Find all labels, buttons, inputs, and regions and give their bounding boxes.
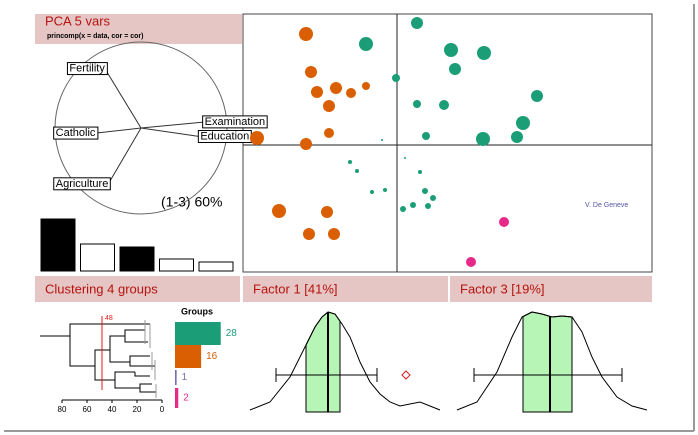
subtitle: princomp(x = data, cor = cor) bbox=[47, 33, 143, 40]
point bbox=[422, 188, 428, 194]
density-curve bbox=[456, 311, 648, 411]
point bbox=[511, 131, 523, 143]
x-tick-label: 80 bbox=[58, 405, 67, 414]
point bbox=[422, 132, 430, 140]
bar bbox=[175, 388, 179, 408]
point bbox=[444, 43, 458, 57]
value-label: 1 bbox=[182, 372, 188, 383]
point bbox=[362, 82, 370, 90]
point bbox=[476, 132, 490, 146]
label-box bbox=[66, 62, 108, 76]
point bbox=[311, 86, 323, 98]
bar bbox=[119, 246, 155, 272]
label-box bbox=[202, 115, 268, 129]
point bbox=[250, 131, 264, 145]
point bbox=[348, 160, 352, 164]
title: Clustering 4 groups bbox=[45, 281, 158, 296]
point bbox=[410, 202, 416, 208]
value-label: 16 bbox=[206, 351, 218, 362]
vector-label: Fertility bbox=[69, 63, 105, 75]
point bbox=[303, 228, 315, 240]
point bbox=[381, 139, 383, 141]
point bbox=[346, 88, 356, 98]
cut-label: 48 bbox=[105, 315, 113, 322]
header bbox=[35, 276, 240, 302]
vector-label: Examination bbox=[205, 116, 266, 128]
title: Groups bbox=[181, 306, 213, 316]
title: Factor 3 [19%] bbox=[460, 281, 545, 296]
point bbox=[404, 157, 406, 159]
bar bbox=[175, 370, 177, 385]
x-tick-label: 20 bbox=[133, 405, 142, 414]
x-tick-label: 0 bbox=[160, 405, 165, 414]
point bbox=[330, 82, 342, 94]
dendrogram bbox=[40, 320, 157, 398]
x-tick-label: 40 bbox=[108, 405, 117, 414]
vector bbox=[107, 127, 142, 185]
bar bbox=[159, 258, 194, 272]
density-curve bbox=[249, 311, 441, 411]
point bbox=[413, 100, 421, 108]
header bbox=[35, 14, 242, 44]
header bbox=[450, 276, 652, 302]
vector-label: Agriculture bbox=[56, 178, 109, 190]
value-label: 2 bbox=[183, 393, 189, 404]
point bbox=[418, 170, 422, 174]
value-label: 28 bbox=[226, 328, 238, 339]
point bbox=[392, 74, 400, 82]
annotation: (1-3) 60% bbox=[161, 194, 222, 210]
point bbox=[305, 66, 317, 78]
vector-label: Education bbox=[200, 131, 249, 143]
point bbox=[272, 204, 286, 218]
point bbox=[323, 100, 335, 112]
label-box bbox=[53, 126, 99, 140]
point bbox=[499, 217, 509, 227]
point bbox=[516, 116, 530, 130]
point bbox=[383, 188, 387, 192]
point bbox=[321, 206, 333, 218]
title: PCA 5 vars bbox=[45, 13, 111, 28]
point bbox=[466, 257, 476, 267]
point bbox=[300, 138, 312, 150]
point bbox=[400, 206, 406, 212]
vector bbox=[104, 68, 142, 129]
point bbox=[430, 195, 436, 201]
point bbox=[449, 63, 461, 75]
point bbox=[411, 17, 423, 29]
vector-label: Catholic bbox=[56, 127, 96, 139]
point bbox=[477, 46, 491, 60]
bar bbox=[175, 322, 221, 345]
point bbox=[359, 37, 373, 51]
bar bbox=[40, 218, 76, 272]
label-box bbox=[53, 177, 111, 191]
point bbox=[531, 90, 543, 102]
point bbox=[299, 27, 313, 41]
box bbox=[522, 311, 573, 413]
point bbox=[328, 228, 340, 240]
title: Factor 1 [41%] bbox=[253, 281, 338, 296]
annotation: V. De Geneve bbox=[585, 202, 628, 209]
header bbox=[243, 276, 448, 302]
point bbox=[355, 169, 359, 173]
outlier bbox=[401, 370, 411, 380]
point bbox=[425, 203, 431, 209]
bar bbox=[198, 261, 234, 272]
bar bbox=[175, 345, 202, 368]
vector bbox=[95, 127, 142, 134]
point bbox=[370, 190, 374, 194]
bar bbox=[80, 243, 115, 272]
point bbox=[439, 100, 449, 110]
point bbox=[324, 128, 334, 138]
vector bbox=[140, 121, 205, 129]
x-tick-label: 60 bbox=[83, 405, 92, 414]
vector bbox=[140, 127, 201, 138]
